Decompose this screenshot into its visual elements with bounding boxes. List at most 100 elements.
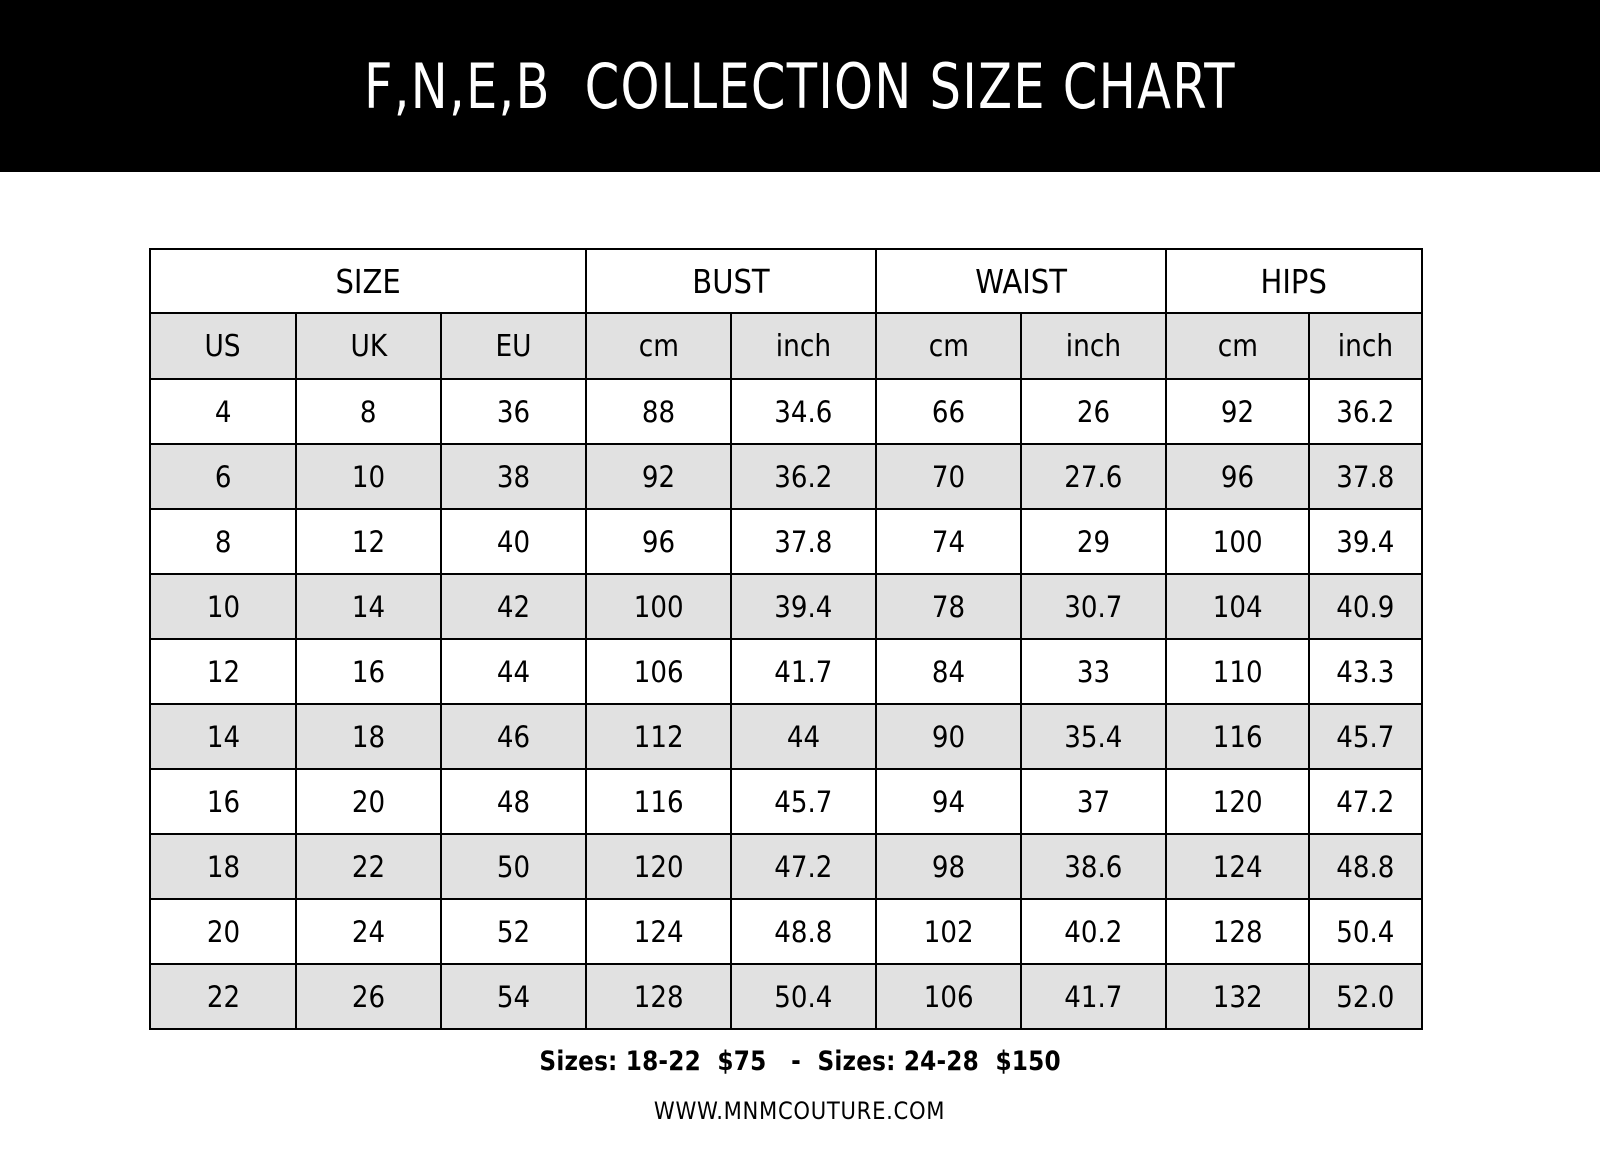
table-cell: 8 (295, 378, 442, 445)
sub-header-us: US (149, 312, 297, 380)
table-cell: 18 (149, 833, 297, 900)
table-cell-value: 8 (214, 524, 232, 559)
table-cell: 47.2 (730, 833, 878, 900)
table-cell: 48.8 (730, 898, 878, 965)
table-cell: 70 (875, 443, 1023, 510)
table-cell: 22 (149, 963, 297, 1030)
table-body: 4 8 36 88 34.6 66 26 92 36.2 6 10 38 92 36.2 70 27.6 96 3… (149, 378, 1424, 1030)
table-cell-value: 36.2 (774, 459, 833, 494)
table-cell-value: 37 (1076, 784, 1111, 819)
table-cell-value: 14 (351, 589, 386, 624)
table-cell: 106 (875, 963, 1023, 1030)
page-title: F,N,E,B COLLECTION SIZE CHART (364, 49, 1236, 123)
table-cell: 26 (1020, 378, 1168, 445)
table-cell-value: 92 (1220, 394, 1255, 429)
table-cell: 14 (149, 703, 297, 770)
table-cell: 106 (585, 638, 733, 705)
table-cell: 45.7 (730, 768, 878, 835)
table-cell: 43.3 (1308, 638, 1424, 705)
table-cell: 14 (295, 573, 442, 640)
table-cell-value: 128 (633, 979, 684, 1014)
table-cell-value: 39.4 (774, 589, 833, 624)
table-cell: 41.7 (1020, 963, 1168, 1030)
table-cell: 96 (1165, 443, 1311, 510)
table-cell: 88 (585, 378, 733, 445)
table-cell-value: 106 (923, 979, 974, 1014)
table-cell-value: 128 (1212, 914, 1263, 949)
header-banner: F,N,E,B COLLECTION SIZE CHART (0, 0, 1600, 172)
table-cell-value: 100 (1212, 524, 1263, 559)
table-cell-value: 92 (641, 459, 676, 494)
table-cell-value: 48.8 (1336, 849, 1395, 884)
table-cell: 37.8 (1308, 443, 1424, 510)
table-cell: 40 (439, 508, 588, 575)
table-cell-value: 46 (496, 719, 531, 754)
table-cell: 50.4 (730, 963, 878, 1030)
group-header-bust-label: BUST (692, 261, 770, 301)
table-cell-value: 112 (633, 719, 684, 754)
table-cell: 37 (1020, 768, 1168, 835)
table-cell-value: 42 (496, 589, 531, 624)
table-cell-value: 40.2 (1064, 914, 1123, 949)
table-cell-value: 54 (496, 979, 531, 1014)
table-row: 12 16 44 106 41.7 84 33 110 43.3 (149, 638, 1424, 705)
table-cell-value: 29 (1076, 524, 1111, 559)
table-cell: 24 (295, 898, 442, 965)
table-cell-value: 47.2 (774, 849, 833, 884)
table-cell: 128 (585, 963, 733, 1030)
table-cell: 37.8 (730, 508, 878, 575)
sub-header-hips-cm-label: cm (1217, 328, 1258, 364)
table-cell: 36.2 (1308, 378, 1424, 445)
sub-header-waist-in: inch (1020, 312, 1168, 380)
table-cell: 84 (875, 638, 1023, 705)
table-cell: 39.4 (1308, 508, 1424, 575)
table-cell-value: 18 (351, 719, 386, 754)
table-cell-value: 120 (1212, 784, 1263, 819)
table-head: SIZE BUST WAIST HIPS US UK EU cm inch cm… (148, 248, 1424, 380)
table-cell: 29 (1020, 508, 1168, 575)
group-header-waist-label: WAIST (975, 261, 1067, 301)
table-cell: 110 (1165, 638, 1311, 705)
table-row: 10 14 42 100 39.4 78 30.7 104 40.9 (149, 573, 1424, 640)
table-cell: 36 (439, 378, 588, 445)
table-cell: 33 (1020, 638, 1168, 705)
table-cell-value: 66 (931, 394, 966, 429)
table-cell-value: 16 (206, 784, 240, 819)
table-cell-value: 38 (496, 459, 531, 494)
table-cell-value: 18 (206, 849, 240, 884)
table-cell-value: 34.6 (774, 394, 833, 429)
table-cell-value: 124 (1212, 849, 1263, 884)
sub-header-uk: UK (295, 312, 442, 380)
table-cell: 30.7 (1020, 573, 1168, 640)
table-cell: 16 (149, 768, 297, 835)
table-cell-value: 88 (641, 394, 676, 429)
table-cell-value: 44 (786, 719, 821, 754)
table-cell: 4 (149, 378, 297, 445)
group-header-hips: HIPS (1165, 248, 1424, 314)
table-cell-value: 116 (1212, 719, 1263, 754)
table-cell-value: 10 (206, 589, 240, 624)
table-cell: 8 (149, 508, 297, 575)
sub-header-uk-label: UK (350, 328, 387, 364)
table-cell-value: 26 (1076, 394, 1111, 429)
table-cell: 6 (149, 443, 297, 510)
table-cell: 96 (585, 508, 733, 575)
table-cell-value: 116 (633, 784, 684, 819)
table-cell-value: 41.7 (1064, 979, 1123, 1014)
table-cell-value: 132 (1212, 979, 1263, 1014)
table-cell-value: 124 (633, 914, 684, 949)
table-cell-value: 102 (923, 914, 974, 949)
table-cell: 132 (1165, 963, 1311, 1030)
table-cell: 112 (585, 703, 733, 770)
size-chart-table: SIZE BUST WAIST HIPS US UK EU cm inch cm… (148, 248, 1424, 1030)
table-cell: 18 (295, 703, 442, 770)
table-cell: 12 (295, 508, 442, 575)
table-cell: 16 (295, 638, 442, 705)
table-cell: 74 (875, 508, 1023, 575)
table-cell: 38 (439, 443, 588, 510)
table-cell-value: 44 (496, 654, 531, 689)
table-cell-value: 50.4 (774, 979, 833, 1014)
group-header-hips-label: HIPS (1260, 261, 1328, 301)
table-cell-value: 22 (351, 849, 386, 884)
table-cell-value: 12 (206, 654, 240, 689)
